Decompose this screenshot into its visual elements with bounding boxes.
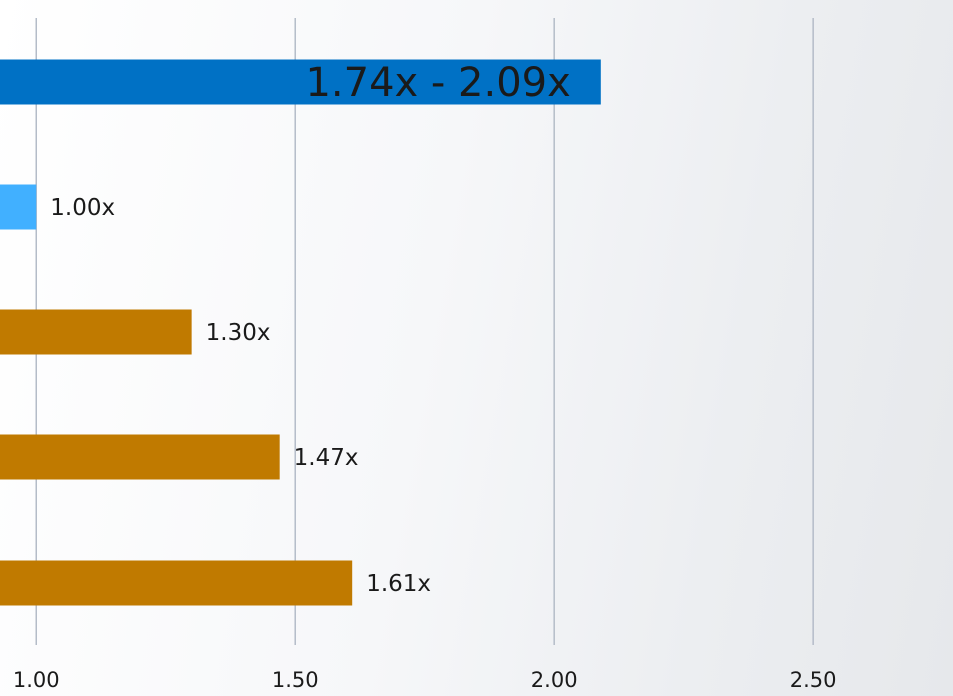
bar-labels: 1.74x - 2.09x 1.00x 1.30x 1.47x 1.61x xyxy=(50,60,571,597)
bar-3 xyxy=(0,434,280,480)
bar-0 xyxy=(0,59,601,105)
bar-label-3: 1.47x xyxy=(294,445,359,471)
bar-label-2: 1.30x xyxy=(206,320,271,346)
x-axis-tick-labels: 1.00 1.50 2.00 2.50 xyxy=(13,668,837,692)
bar-2 xyxy=(0,309,192,355)
bar-4 xyxy=(0,560,353,606)
bars xyxy=(0,59,601,606)
x-tick-label-0: 1.00 xyxy=(13,668,60,692)
bar-label-1: 1.00x xyxy=(50,195,115,221)
x-tick-label-1: 1.50 xyxy=(272,668,319,692)
bar-label-4: 1.61x xyxy=(366,571,431,597)
x-tick-label-3: 2.50 xyxy=(790,668,837,692)
x-tick-label-2: 2.00 xyxy=(531,668,578,692)
bar-label-0: 1.74x - 2.09x xyxy=(305,60,570,106)
bar-1 xyxy=(0,184,37,230)
